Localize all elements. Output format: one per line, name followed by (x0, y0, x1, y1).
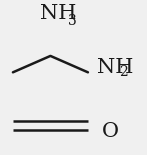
Text: O: O (102, 122, 119, 142)
Text: NH: NH (40, 4, 76, 23)
Text: NH: NH (97, 58, 133, 77)
Text: 2: 2 (119, 65, 128, 79)
Text: 3: 3 (68, 14, 76, 28)
